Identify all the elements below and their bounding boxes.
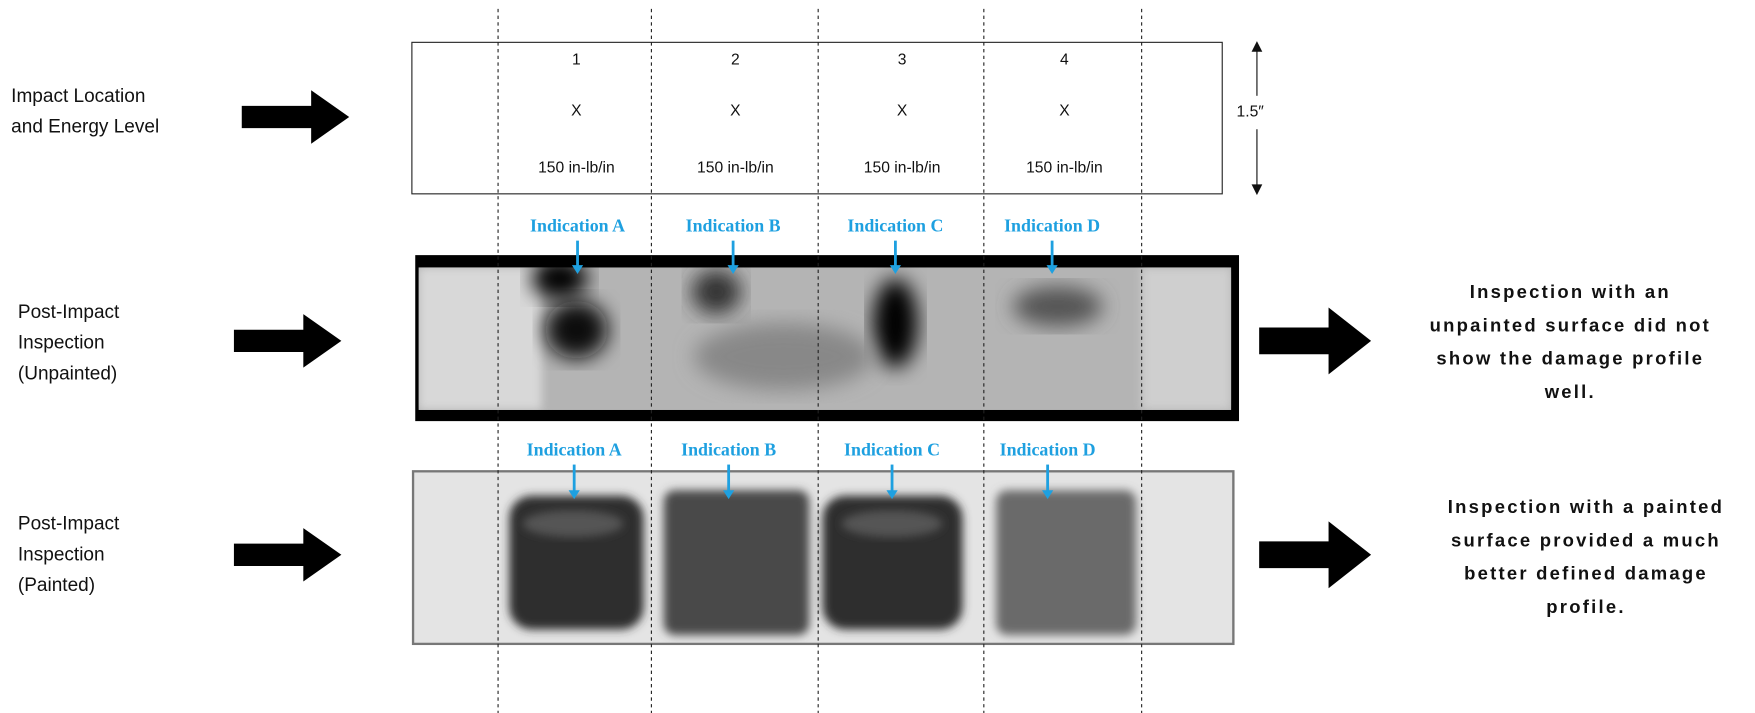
impact-number: 4 — [1060, 51, 1069, 68]
row-label: Post-Impact — [18, 514, 120, 535]
indication-label: Indication D — [1004, 215, 1100, 235]
impact-number: 1 — [572, 51, 581, 68]
conclusion-note: show the damage profile — [1436, 348, 1704, 369]
impact-number: 2 — [731, 51, 740, 68]
row-label: Post-Impact — [18, 302, 120, 323]
indication-label: Indication B — [681, 439, 776, 459]
painted-scan — [412, 470, 1235, 645]
impact-energy: 150 in-lb/in — [1026, 159, 1103, 176]
row-label: (Painted) — [18, 575, 95, 596]
conclusion-note: Inspection with an — [1470, 281, 1671, 302]
impact-mark: X — [897, 103, 908, 120]
impact-mark: X — [730, 103, 741, 120]
row-label: and Energy Level — [11, 117, 159, 138]
indication-label: Indication B — [686, 215, 781, 235]
row-label: Inspection — [18, 544, 105, 565]
row-label: Impact Location — [11, 86, 145, 107]
conclusion-note: Inspection with a painted — [1448, 496, 1724, 517]
impact-energy: 150 in-lb/in — [697, 159, 774, 176]
impact-energy: 150 in-lb/in — [864, 159, 941, 176]
diagram: 1.5″ Impact Location and Energy Level Post… — [0, 0, 1755, 713]
impact-energy: 150 in-lb/in — [538, 159, 615, 176]
impact-mark: X — [1059, 103, 1070, 120]
conclusion-note: unpainted surface did not — [1430, 314, 1711, 335]
indication-label: Indication A — [530, 215, 625, 235]
impact-number: 3 — [898, 51, 907, 68]
row-label: Inspection — [18, 333, 105, 354]
conclusion-note: better defined damage — [1464, 563, 1708, 584]
unpainted-scan — [415, 255, 1239, 421]
conclusion-note: profile. — [1546, 596, 1625, 617]
indication-label: Indication C — [847, 215, 943, 235]
conclusion-note: well. — [1544, 381, 1596, 402]
indication-label: Indication D — [1000, 439, 1096, 459]
dimension-label: 1.5″ — [1237, 104, 1265, 121]
row-label: (Unpainted) — [18, 363, 117, 384]
indication-label: Indication C — [844, 439, 940, 459]
indication-label: Indication A — [527, 439, 622, 459]
impact-mark: X — [571, 103, 582, 120]
conclusion-note: surface provided a much — [1451, 529, 1721, 550]
